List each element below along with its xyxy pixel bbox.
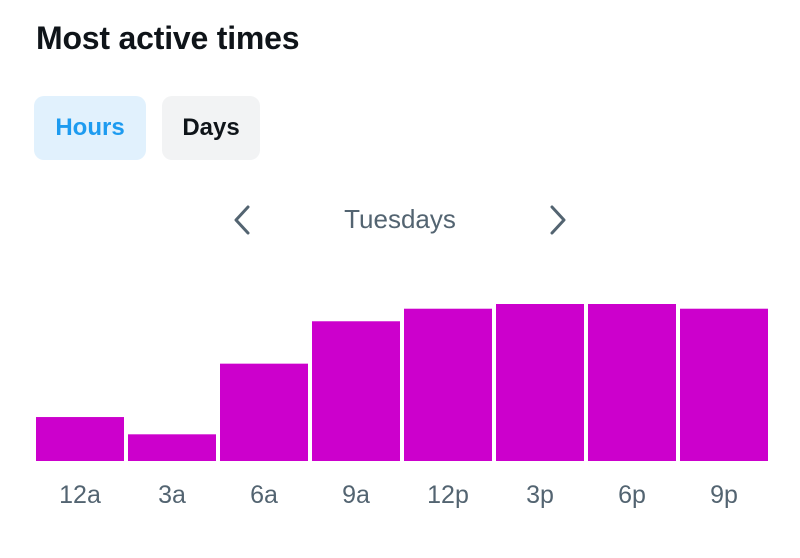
activity-bar-chart: 12a 3a 6a 9a 12p 3p 6p 9p [36,304,768,509]
x-tick-label: 9p [710,481,738,509]
bar-12p [404,308,492,461]
x-tick-label: 12p [427,481,469,509]
x-tick-label: 6a [250,481,278,509]
bar-6p [588,304,676,461]
bar-6a [220,363,308,461]
day-label: Tuesdays [344,204,456,234]
x-tick-label: 3a [158,481,186,509]
x-tick-label: 3p [526,481,554,509]
x-tick-label: 6p [618,481,646,509]
page-title: Most active times [36,20,300,56]
chevron-right-icon [550,205,566,235]
day-navigator: Tuesdays [0,196,800,246]
view-tabs: Hours Days [34,96,260,160]
bar-9a [312,321,400,461]
x-tick-label: 12a [59,481,101,509]
x-tick-label: 9a [342,481,370,509]
bar-3p [496,304,584,461]
tab-hours[interactable]: Hours [34,96,146,160]
tab-days[interactable]: Days [162,96,260,160]
bar-12a [36,417,124,461]
chevron-left-icon [234,205,250,235]
bar-9p [680,308,768,461]
previous-day-button[interactable] [222,200,262,240]
next-day-button[interactable] [538,200,578,240]
bar-3a [128,434,216,461]
